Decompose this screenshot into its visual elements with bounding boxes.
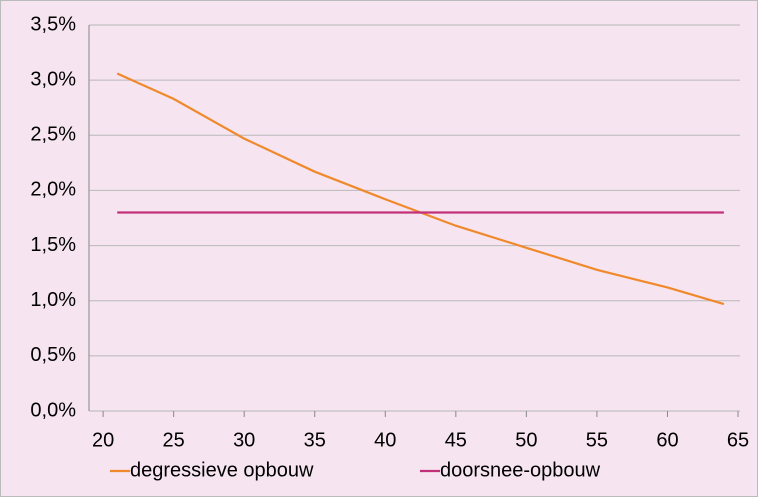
- x-tick-label: 65: [727, 429, 749, 451]
- x-tick-label: 60: [656, 429, 678, 451]
- legend-label: degressieve opbouw: [130, 459, 314, 481]
- y-tick-label: 0,0%: [30, 399, 76, 421]
- y-tick-label: 2,5%: [30, 124, 76, 146]
- y-tick-label: 1,5%: [30, 234, 76, 256]
- x-tick-label: 20: [92, 429, 114, 451]
- x-tick-label: 40: [374, 429, 396, 451]
- x-tick-label: 55: [586, 429, 608, 451]
- y-tick-label: 0,5%: [30, 344, 76, 366]
- y-tick-label: 3,0%: [30, 68, 76, 90]
- x-tick-label: 35: [304, 429, 326, 451]
- x-tick-label: 45: [445, 429, 467, 451]
- x-tick-label: 50: [515, 429, 537, 451]
- legend-label: doorsnee-opbouw: [440, 459, 601, 481]
- x-tick-label: 30: [233, 429, 255, 451]
- y-tick-label: 1,0%: [30, 289, 76, 311]
- y-tick-label: 2,0%: [30, 179, 76, 201]
- y-tick-label: 3,5%: [30, 13, 76, 35]
- x-tick-label: 25: [163, 429, 185, 451]
